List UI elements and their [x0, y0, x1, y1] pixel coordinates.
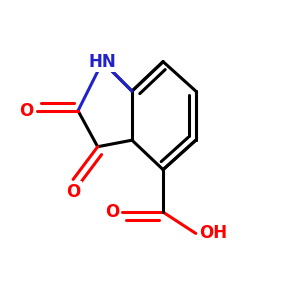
Text: OH: OH: [199, 224, 227, 242]
Text: O: O: [66, 183, 80, 201]
Text: O: O: [20, 102, 34, 120]
Text: HN: HN: [89, 53, 116, 71]
Text: O: O: [105, 203, 119, 221]
